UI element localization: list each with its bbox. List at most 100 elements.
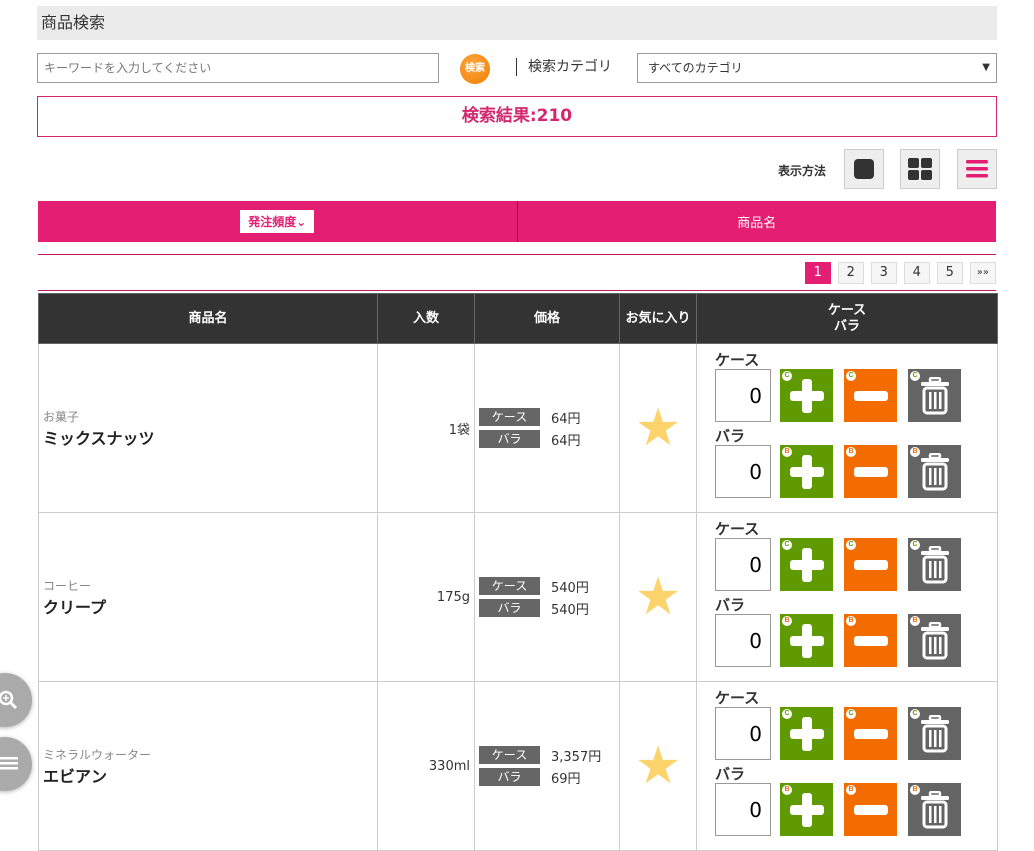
bara-price-tag: バラ (479, 768, 540, 786)
case-order-group: ケース C C C (715, 690, 997, 760)
case-badge: C (910, 371, 920, 381)
bara-quantity-input[interactable] (715, 614, 771, 667)
bara-quantity-input[interactable] (715, 445, 771, 498)
view-grid-button[interactable] (900, 149, 940, 189)
sort-bar: 発注頻度⌄ 商品名 (38, 201, 996, 242)
bara-price: 540円 (551, 602, 589, 618)
bara-badge: B (782, 616, 792, 626)
page-2[interactable]: 2 (837, 262, 864, 284)
minus-icon (853, 390, 888, 401)
search-button[interactable]: 検索 (460, 54, 490, 84)
page-4[interactable]: 4 (903, 262, 930, 284)
case-price-tag: ケース (479, 408, 540, 426)
plus-icon (789, 547, 824, 582)
case-subtract-button[interactable]: C (844, 707, 897, 760)
case-badge: C (846, 540, 856, 550)
product-name: クリープ (43, 597, 107, 617)
pagination: 1 2 3 4 5 »» (804, 262, 996, 284)
product-name-cell: ミネラルウォーター エビアン (38, 681, 378, 851)
page-next[interactable]: »» (969, 262, 996, 284)
bara-subtract-button[interactable]: B (844, 445, 897, 498)
bara-add-button[interactable]: B (780, 445, 833, 498)
case-subtract-button[interactable]: C (844, 538, 897, 591)
bara-order-group: バラ B B B (715, 597, 997, 667)
bara-price: 64円 (551, 433, 581, 449)
dropdown-arrow-icon: ▼ (982, 62, 990, 73)
header-name: 商品名 (38, 293, 378, 344)
case-quantity-input[interactable] (715, 707, 771, 760)
favorite-cell: ★ (619, 512, 697, 682)
header-qty: 入数 (377, 293, 475, 344)
header-order: ケース バラ (696, 293, 998, 344)
case-subtract-button[interactable]: C (844, 369, 897, 422)
bara-badge: B (846, 616, 856, 626)
bara-add-button[interactable]: B (780, 614, 833, 667)
page-3[interactable]: 3 (870, 262, 897, 284)
bara-subtract-button[interactable]: B (844, 783, 897, 836)
category-select[interactable]: すべてのカテゴリ ▼ (637, 53, 997, 83)
minus-icon (853, 804, 888, 815)
sort-frequency-label: 発注頻度 (248, 215, 297, 229)
star-icon[interactable]: ★ (634, 736, 682, 796)
plus-icon (789, 716, 824, 751)
sort-name-button[interactable]: 商品名 (737, 216, 777, 231)
minus-icon (853, 635, 888, 646)
bara-badge: B (782, 785, 792, 795)
page-5[interactable]: 5 (936, 262, 963, 284)
bara-quantity-input[interactable] (715, 783, 771, 836)
case-price-tag: ケース (479, 577, 540, 595)
trash-icon (920, 790, 949, 828)
bara-price-tag: バラ (479, 599, 540, 617)
case-quantity-input[interactable] (715, 369, 771, 422)
case-price: 64円 (551, 411, 581, 427)
plus-icon (789, 792, 824, 827)
bara-delete-button[interactable]: B (908, 614, 961, 667)
price-cell: ケース 64円 バラ 64円 (474, 343, 620, 513)
case-label: ケース (715, 689, 760, 707)
order-cell: ケース C C C バラ B B B (696, 343, 998, 513)
case-delete-button[interactable]: C (908, 369, 961, 422)
product-quantity: 175g (377, 512, 475, 682)
category-label: 検索カテゴリ (516, 58, 612, 76)
case-delete-button[interactable]: C (908, 707, 961, 760)
case-badge: C (846, 371, 856, 381)
case-delete-button[interactable]: C (908, 538, 961, 591)
search-result-count: 検索結果:210 (37, 96, 997, 137)
case-price: 3,357円 (551, 749, 602, 765)
price-cell: ケース 3,357円 バラ 69円 (474, 681, 620, 851)
case-add-button[interactable]: C (780, 538, 833, 591)
bara-subtract-button[interactable]: B (844, 614, 897, 667)
case-order-group: ケース C C C (715, 521, 997, 591)
minus-icon (853, 728, 888, 739)
product-name-cell: お菓子 ミックスナッツ (38, 343, 378, 513)
page-1[interactable]: 1 (804, 262, 831, 284)
sort-frequency-button[interactable]: 発注頻度⌄ (240, 210, 315, 233)
list-icon (966, 160, 988, 178)
view-list-button[interactable] (957, 149, 997, 189)
view-single-button[interactable] (844, 149, 884, 189)
trash-icon (920, 376, 949, 414)
price-cell: ケース 540円 バラ 540円 (474, 512, 620, 682)
case-add-button[interactable]: C (780, 707, 833, 760)
bara-delete-button[interactable]: B (908, 783, 961, 836)
star-icon[interactable]: ★ (634, 398, 682, 458)
favorite-cell: ★ (619, 343, 697, 513)
bara-badge: B (910, 447, 920, 457)
keyword-search-input[interactable] (37, 53, 439, 83)
case-add-button[interactable]: C (780, 369, 833, 422)
star-icon[interactable]: ★ (634, 567, 682, 627)
case-price: 540円 (551, 580, 589, 596)
favorite-cell: ★ (619, 681, 697, 851)
divider (38, 254, 996, 255)
menu-button[interactable] (0, 737, 32, 791)
grid-icon (908, 158, 932, 180)
case-badge: C (782, 540, 792, 550)
bara-add-button[interactable]: B (780, 783, 833, 836)
case-badge: C (782, 709, 792, 719)
bara-delete-button[interactable]: B (908, 445, 961, 498)
case-quantity-input[interactable] (715, 538, 771, 591)
product-category: ミネラルウォーター (43, 747, 152, 762)
zoom-button[interactable] (0, 673, 32, 727)
product-name-cell: コーヒー クリープ (38, 512, 378, 682)
product-quantity: 330ml (377, 681, 475, 851)
